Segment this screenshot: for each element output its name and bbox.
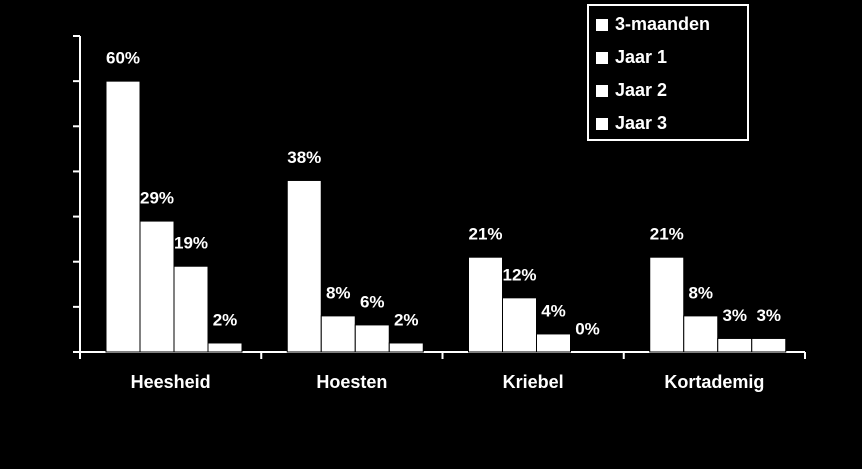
bar [468, 256, 503, 353]
value-label: 2% [394, 310, 419, 329]
bar [649, 256, 685, 353]
bar [388, 342, 424, 353]
bar [683, 315, 719, 353]
value-label: 0% [575, 319, 600, 338]
value-label: 8% [688, 283, 713, 302]
value-label: 12% [502, 265, 536, 284]
value-label: 8% [326, 283, 351, 302]
bar [751, 337, 787, 353]
value-label: 19% [174, 234, 208, 253]
legend-label: Jaar 2 [615, 80, 667, 100]
value-label: 2% [213, 310, 238, 329]
legend-marker [596, 19, 608, 31]
bar [320, 315, 356, 353]
value-label: 29% [140, 189, 174, 208]
legend-marker [596, 118, 608, 130]
value-label: 38% [287, 148, 321, 167]
bar [105, 80, 141, 353]
legend-label: 3-maanden [615, 14, 710, 34]
value-label: 60% [106, 49, 140, 68]
x-tick-label: Kriebel [503, 372, 564, 392]
bar [717, 337, 753, 353]
bar [173, 265, 209, 353]
bar [502, 297, 537, 353]
bar [207, 342, 243, 353]
value-label: 3% [756, 306, 781, 325]
bar [354, 324, 390, 353]
legend-marker [596, 52, 608, 64]
value-label: 21% [468, 225, 502, 244]
value-label: 6% [360, 292, 385, 311]
x-tick-label: Kortademig [664, 372, 764, 392]
x-tick-label: Hoesten [316, 372, 387, 392]
bar [139, 220, 175, 353]
legend-label: Jaar 1 [615, 47, 667, 67]
bar [536, 333, 571, 353]
value-label: 21% [650, 225, 684, 244]
bar [286, 179, 322, 353]
x-tick-label: Heesheid [131, 372, 211, 392]
value-label: 3% [722, 306, 747, 325]
legend-marker [596, 85, 608, 97]
legend-label: Jaar 3 [615, 113, 667, 133]
legend-box [587, 4, 749, 141]
value-label: 4% [541, 301, 566, 320]
